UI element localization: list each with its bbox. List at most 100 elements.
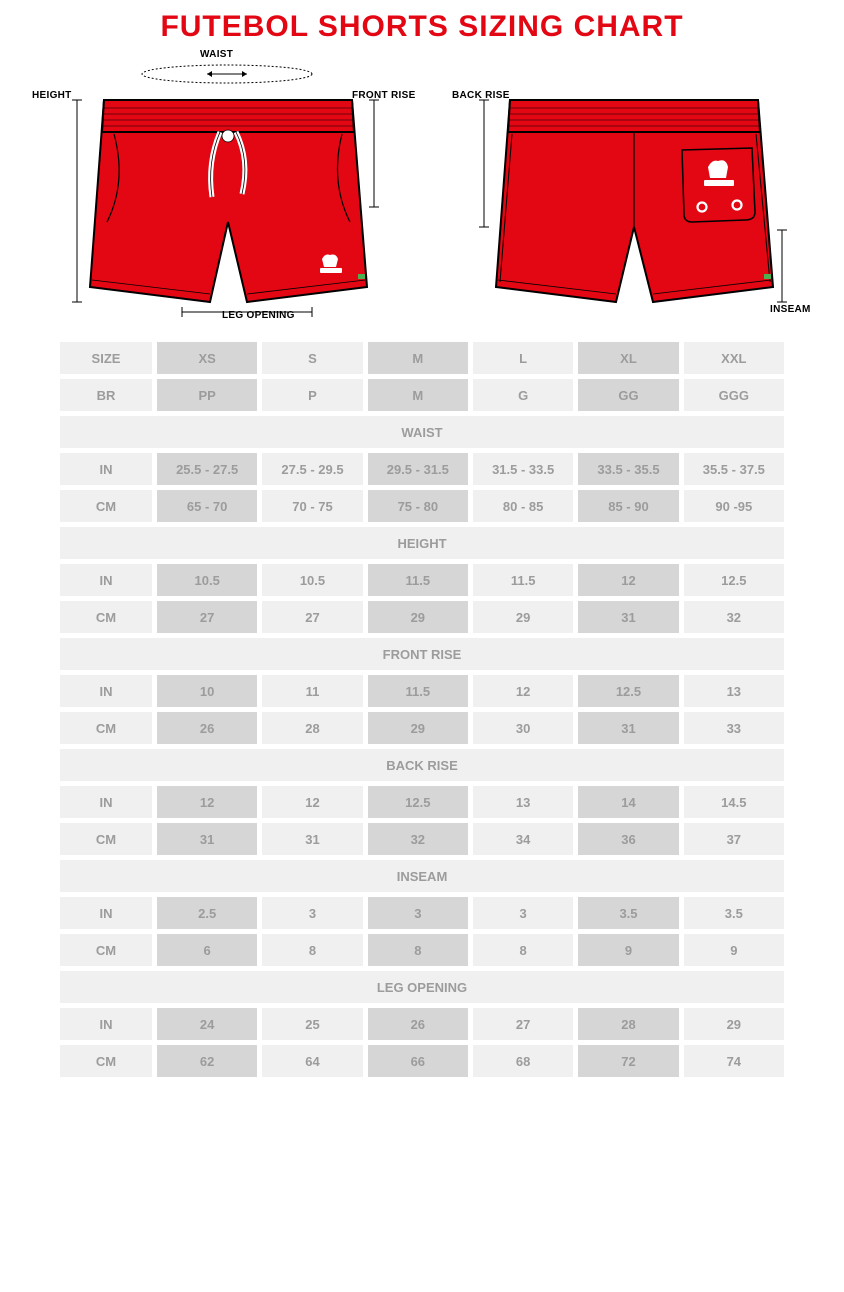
table-cell: 26 — [368, 1008, 468, 1040]
table-row: IN242526272829 — [60, 1008, 784, 1040]
table-cell: 27 — [262, 601, 362, 633]
ann-inseam: INSEAM — [770, 304, 811, 315]
table-cell: 3.5 — [578, 897, 678, 929]
table-cell: 80 - 85 — [473, 490, 573, 522]
table-row: BRPPPMGGGGGG — [60, 379, 784, 411]
row-label: IN — [60, 675, 152, 707]
section-title: FRONT RISE — [60, 638, 784, 670]
table-cell: 31 — [157, 823, 257, 855]
ann-waist: WAIST — [200, 49, 233, 60]
section-header: LEG OPENING — [60, 971, 784, 1003]
table-cell: 14 — [578, 786, 678, 818]
table-cell: 12.5 — [684, 564, 784, 596]
section-title: BACK RISE — [60, 749, 784, 781]
table-cell: 64 — [262, 1045, 362, 1077]
table-cell: 31 — [578, 601, 678, 633]
table-cell: PP — [157, 379, 257, 411]
table-cell: 25 — [262, 1008, 362, 1040]
section-title: WAIST — [60, 416, 784, 448]
table-row: CM262829303133 — [60, 712, 784, 744]
table-cell: 3 — [368, 897, 468, 929]
table-cell: 12.5 — [368, 786, 468, 818]
table-cell: 11.5 — [368, 675, 468, 707]
table-cell: GGG — [684, 379, 784, 411]
row-label: IN — [60, 786, 152, 818]
table-cell: GG — [578, 379, 678, 411]
table-cell: 2.5 — [157, 897, 257, 929]
ann-front-rise: FRONT RISE — [352, 90, 416, 101]
table-cell: 31.5 - 33.5 — [473, 453, 573, 485]
table-cell: 75 - 80 — [368, 490, 468, 522]
section-title: LEG OPENING — [60, 971, 784, 1003]
table-cell: 68 — [473, 1045, 573, 1077]
table-row: IN2.53333.53.5 — [60, 897, 784, 929]
table-cell: 27 — [473, 1008, 573, 1040]
table-row: IN101111.51212.513 — [60, 675, 784, 707]
table-cell: 11 — [262, 675, 362, 707]
table-cell: 72 — [578, 1045, 678, 1077]
table-cell: 10 — [157, 675, 257, 707]
table-cell: 8 — [473, 934, 573, 966]
table-cell: 13 — [473, 786, 573, 818]
ann-back-rise: BACK RISE — [452, 90, 510, 101]
row-label: BR — [60, 379, 152, 411]
table-cell: 9 — [684, 934, 784, 966]
table-cell: 27.5 - 29.5 — [262, 453, 362, 485]
table-cell: 11.5 — [473, 564, 573, 596]
table-cell: L — [473, 342, 573, 374]
table-cell: 32 — [684, 601, 784, 633]
table-cell: 29 — [684, 1008, 784, 1040]
table-row: CM313132343637 — [60, 823, 784, 855]
back-diagram: BACK RISE INSEAM — [452, 52, 812, 322]
table-cell: 29.5 - 31.5 — [368, 453, 468, 485]
section-header: FRONT RISE — [60, 638, 784, 670]
row-label: SIZE — [60, 342, 152, 374]
table-cell: 8 — [368, 934, 468, 966]
table-cell: 3 — [473, 897, 573, 929]
table-cell: 11.5 — [368, 564, 468, 596]
row-label: IN — [60, 1008, 152, 1040]
table-row: IN10.510.511.511.51212.5 — [60, 564, 784, 596]
table-cell: M — [368, 342, 468, 374]
table-cell: 74 — [684, 1045, 784, 1077]
table-cell: 32 — [368, 823, 468, 855]
table-cell: 36 — [578, 823, 678, 855]
table-cell: 30 — [473, 712, 573, 744]
front-diagram: WAIST HEIGHT FRONT RISE LEG OPENING — [32, 52, 412, 322]
table-cell: 27 — [157, 601, 257, 633]
row-label: IN — [60, 453, 152, 485]
row-label: IN — [60, 564, 152, 596]
page-title: FUTEBOL SHORTS SIZING CHART — [0, 10, 844, 44]
table-cell: 33.5 - 35.5 — [578, 453, 678, 485]
section-header: BACK RISE — [60, 749, 784, 781]
table-cell: 29 — [368, 712, 468, 744]
table-cell: 14.5 — [684, 786, 784, 818]
table-cell: 31 — [262, 823, 362, 855]
table-cell: 35.5 - 37.5 — [684, 453, 784, 485]
row-label: CM — [60, 712, 152, 744]
table-cell: G — [473, 379, 573, 411]
table-cell: XS — [157, 342, 257, 374]
ann-leg-opening: LEG OPENING — [222, 310, 295, 321]
section-header: INSEAM — [60, 860, 784, 892]
table-cell: 62 — [157, 1045, 257, 1077]
table-cell: 10.5 — [157, 564, 257, 596]
section-title: INSEAM — [60, 860, 784, 892]
table-cell: 12 — [473, 675, 573, 707]
diagrams-container: WAIST HEIGHT FRONT RISE LEG OPENING — [0, 52, 844, 337]
section-title: HEIGHT — [60, 527, 784, 559]
row-label: IN — [60, 897, 152, 929]
table-cell: 12.5 — [578, 675, 678, 707]
table-cell: 12 — [578, 564, 678, 596]
table-cell: 28 — [578, 1008, 678, 1040]
table-cell: 33 — [684, 712, 784, 744]
table-row: IN121212.5131414.5 — [60, 786, 784, 818]
table-cell: P — [262, 379, 362, 411]
table-cell: 8 — [262, 934, 362, 966]
row-label: CM — [60, 823, 152, 855]
table-cell: 25.5 - 27.5 — [157, 453, 257, 485]
table-row: SIZEXSSMLXLXXL — [60, 342, 784, 374]
table-cell: 90 -95 — [684, 490, 784, 522]
table-cell: 70 - 75 — [262, 490, 362, 522]
table-cell: 29 — [473, 601, 573, 633]
